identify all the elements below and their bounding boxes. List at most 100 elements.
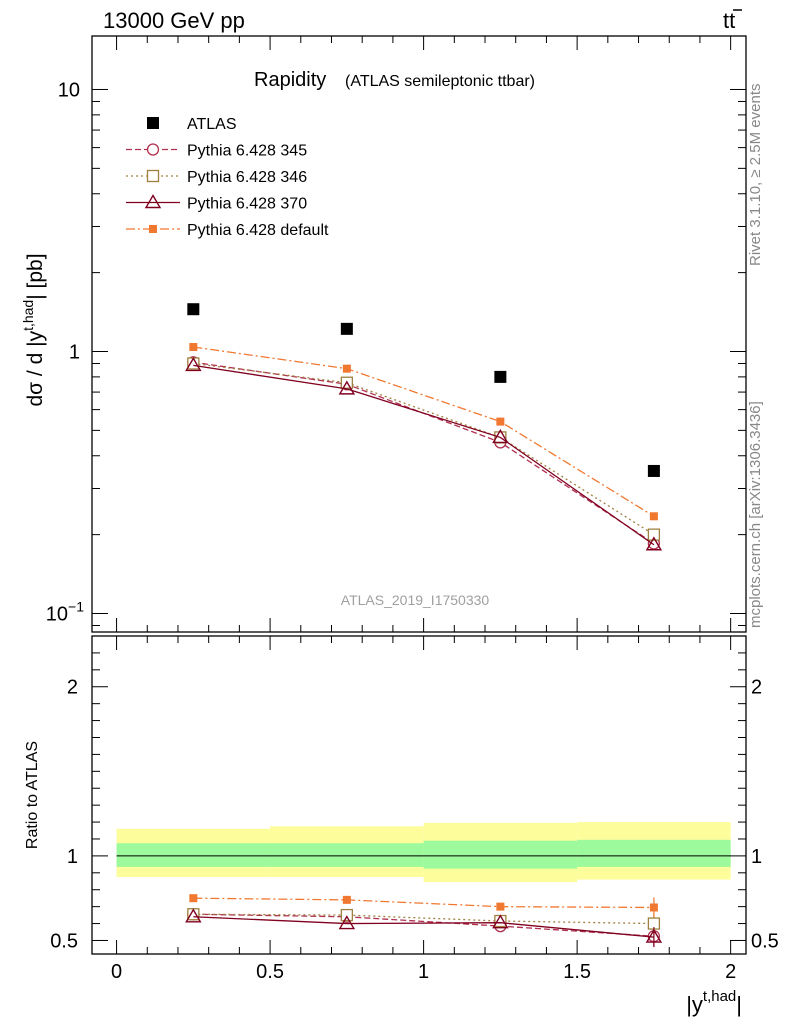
ratio-data-point (185, 908, 202, 923)
ratio-data-point (492, 914, 509, 929)
data-point (647, 528, 661, 541)
main-title-text: Rapidity (254, 69, 326, 91)
process-label-text: tt (723, 8, 735, 33)
svg-text:dσ / d |yt,had| [pb]: dσ / d |yt,had| [pb] (20, 253, 47, 406)
data-point (496, 417, 505, 426)
energy-label: 13000 GeV pp (103, 8, 245, 33)
x-axis-label: |yt,had| (686, 988, 742, 1017)
series-pythia-6-428-345 (187, 356, 661, 550)
series-line (193, 362, 655, 536)
uncertainty-band-inner (270, 843, 424, 867)
ratio-data-point (645, 928, 663, 943)
legend-label: Pythia 6.428 default (187, 222, 329, 239)
legend-entry: Pythia 6.428 345 (126, 143, 307, 160)
x-tick-label: 1.5 (563, 961, 591, 983)
series-pythia-6-428-370 (185, 357, 663, 551)
y-tick-label-base: 10 (46, 604, 68, 626)
series-line (193, 361, 655, 545)
ratio-bands (116, 822, 731, 883)
uncertainty-band-inner (423, 840, 578, 869)
main-series (185, 303, 663, 551)
ratio-series-line (193, 913, 654, 925)
ratio-data-point (649, 903, 658, 912)
x-tick-label: 2 (725, 961, 736, 983)
legend-label: Pythia 6.428 370 (187, 196, 307, 213)
x-tick-label: 0 (111, 961, 122, 983)
watermark: ATLAS_2019_I1750330 (341, 592, 490, 608)
ratio-data-point (338, 915, 356, 930)
xlabel-tail: | (736, 992, 742, 1017)
y-tick-label: 10−1 (46, 599, 84, 626)
xlabel-main: |y (686, 992, 703, 1017)
main-ylabel-main: dσ / d |y (24, 330, 47, 406)
main-y-axis-label: dσ / d |yt,had| [pb] (20, 253, 47, 406)
main-panel-frame (91, 35, 747, 633)
x-tick-label: 1 (418, 961, 429, 983)
ratio-data-point (496, 902, 505, 911)
legend-marker (146, 143, 160, 156)
process-label: tt (723, 8, 742, 33)
legend-entry: Pythia 6.428 370 (126, 194, 307, 213)
data-point (185, 357, 202, 372)
ratio-series-line (193, 913, 654, 937)
legend-marker (147, 117, 159, 129)
ratio-y-tick-label: 0.5 (50, 930, 78, 952)
legend-entry: ATLAS (147, 116, 237, 133)
ratio-series-pythia-6-428-default (189, 894, 658, 918)
data-point (492, 429, 509, 444)
y-tick-label: 10 (58, 79, 80, 101)
ratio-panel-frame (91, 635, 747, 955)
y-tick-label: 1 (69, 341, 80, 363)
ratio-y-axis-label: Ratio to ATLAS (24, 741, 41, 849)
legend-label: Pythia 6.428 345 (187, 143, 307, 160)
series-atlas (187, 303, 660, 477)
data-point (187, 303, 200, 316)
mcplots-label: mcplots.cern.ch [arXiv:1306.3436] (747, 401, 764, 628)
data-point (189, 343, 198, 352)
main-title: Rapidity (ATLAS semileptonic ttbar) (254, 69, 535, 91)
data-point (342, 364, 351, 373)
ratio-y-tick-label: 1 (67, 846, 78, 868)
ratio-data-point (189, 894, 198, 903)
ratio-series-line (193, 897, 654, 909)
data-point (647, 464, 660, 477)
data-point (645, 536, 663, 551)
ratio-y-tick-label: 2 (67, 677, 78, 699)
series-pythia-6-428-346 (187, 357, 661, 541)
ratio-y-tick-label-right: 0.5 (751, 930, 779, 952)
legend-entry: Pythia 6.428 346 (126, 169, 307, 186)
ratio-series-pythia-6-428-370 (185, 908, 663, 948)
ratio-series (185, 894, 663, 948)
legend-entry: Pythia 6.428 default (126, 222, 329, 239)
ratio-data-point (340, 908, 353, 922)
ratio-y-tick-label-right: 2 (751, 677, 762, 699)
xlabel-sup: t,had (703, 988, 736, 1005)
legend: ATLAS Pythia 6.428 345 Pythia 6.428 346 Pyt… (126, 116, 329, 239)
y-tick-label-exp: −1 (68, 599, 84, 615)
legend-marker (146, 169, 160, 183)
svg-text:|yt,had|: |yt,had| (686, 988, 742, 1017)
uncertainty-band-inner (116, 843, 271, 867)
main-ylabel-tail: | [pb] (24, 253, 47, 299)
legend-label: Pythia 6.428 346 (187, 169, 307, 186)
data-point (494, 370, 507, 383)
main-panel: Rapidity (ATLAS semileptonic ttbar) ATLA… (20, 35, 747, 633)
main-ylabel-sup: t,had (20, 300, 36, 331)
data-point (649, 512, 658, 521)
uncertainty-band-inner (577, 839, 731, 867)
ratio-series-line (193, 916, 654, 938)
x-tick-label: 0.5 (256, 961, 284, 983)
data-point (340, 322, 353, 335)
series-pythia-6-428-default (189, 343, 658, 521)
series-line (193, 346, 655, 517)
rivet-label: Rivet 3.1.10, ≥ 2.5M events (747, 84, 764, 267)
main-subtitle-text: (ATLAS semileptonic ttbar) (345, 73, 535, 90)
ratio-y-tick-label-right: 1 (751, 846, 762, 868)
series-line (193, 364, 655, 546)
legend-label: ATLAS (187, 116, 237, 133)
ratio-axis-ticks: 0.5 0.5 1 1 2 2 0 0.5 1 1.5 2 (50, 636, 779, 983)
data-point (338, 380, 356, 395)
ratio-panel: 0.5 0.5 1 1 2 2 0 0.5 1 1.5 2 Ratio to ATLAS |yt,h… (24, 635, 779, 1017)
